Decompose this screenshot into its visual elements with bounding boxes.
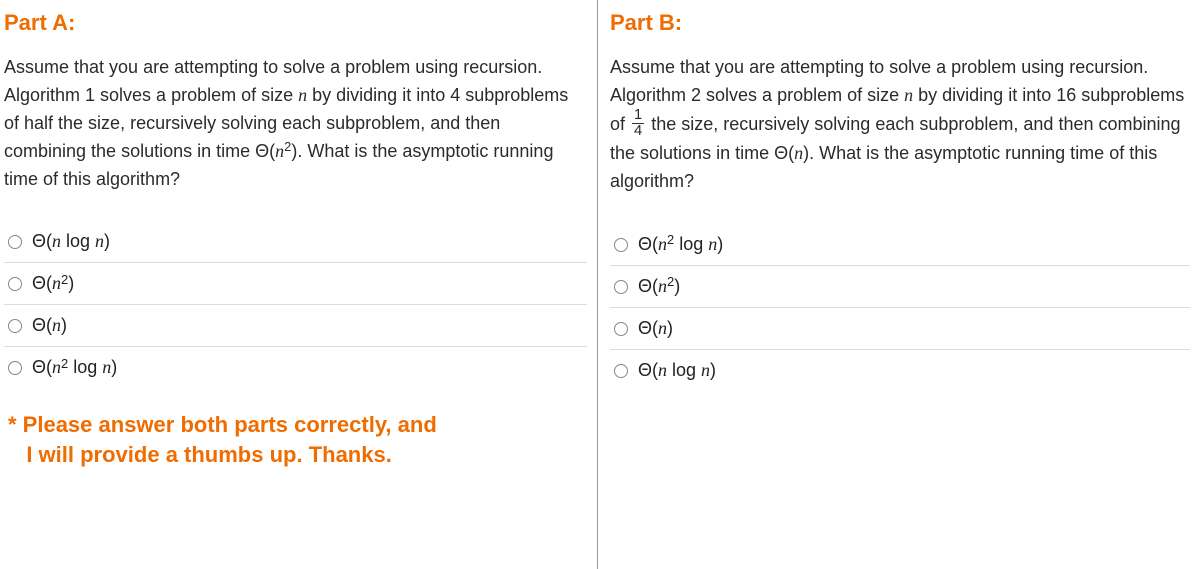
option-label: Θ(n2) bbox=[638, 276, 680, 297]
radio-icon[interactable] bbox=[614, 280, 628, 294]
part-a-question: Assume that you are attempting to solve … bbox=[4, 54, 587, 193]
part-a-title: Part A: bbox=[4, 10, 587, 36]
part-b-options: Θ(n2 log n) Θ(n2) Θ(n) Θ(n log n) bbox=[610, 224, 1190, 391]
radio-icon[interactable] bbox=[8, 235, 22, 249]
option-label: Θ(n log n) bbox=[32, 231, 110, 252]
option-label: Θ(n2) bbox=[32, 273, 74, 294]
part-a-option-3[interactable]: Θ(n) bbox=[4, 305, 587, 347]
page-container: Part A: Assume that you are attempting t… bbox=[0, 0, 1200, 569]
part-b-question: Assume that you are attempting to solve … bbox=[610, 54, 1190, 196]
part-a-option-4[interactable]: Θ(n2 log n) bbox=[4, 347, 587, 388]
radio-icon[interactable] bbox=[614, 364, 628, 378]
column-part-b: Part B: Assume that you are attempting t… bbox=[598, 0, 1200, 569]
part-b-option-4[interactable]: Θ(n log n) bbox=[610, 350, 1190, 391]
option-label: Θ(n2 log n) bbox=[638, 234, 723, 255]
radio-icon[interactable] bbox=[8, 277, 22, 291]
radio-icon[interactable] bbox=[8, 361, 22, 375]
part-a-options: Θ(n log n) Θ(n2) Θ(n) Θ(n2 log n) bbox=[4, 221, 587, 388]
column-part-a: Part A: Assume that you are attempting t… bbox=[0, 0, 598, 569]
option-label: Θ(n) bbox=[32, 315, 67, 336]
option-label: Θ(n2 log n) bbox=[32, 357, 117, 378]
footer-note: * Please answer both parts correctly, an… bbox=[4, 410, 587, 469]
radio-icon[interactable] bbox=[8, 319, 22, 333]
option-label: Θ(n log n) bbox=[638, 360, 716, 381]
part-b-option-2[interactable]: Θ(n2) bbox=[610, 266, 1190, 308]
part-b-option-3[interactable]: Θ(n) bbox=[610, 308, 1190, 350]
radio-icon[interactable] bbox=[614, 322, 628, 336]
radio-icon[interactable] bbox=[614, 238, 628, 252]
part-b-title: Part B: bbox=[610, 10, 1190, 36]
option-label: Θ(n) bbox=[638, 318, 673, 339]
part-a-option-1[interactable]: Θ(n log n) bbox=[4, 221, 587, 263]
part-b-option-1[interactable]: Θ(n2 log n) bbox=[610, 224, 1190, 266]
part-a-option-2[interactable]: Θ(n2) bbox=[4, 263, 587, 305]
